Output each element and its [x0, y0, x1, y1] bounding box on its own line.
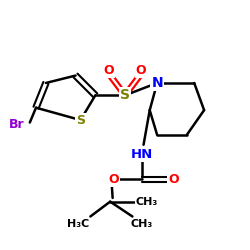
- Text: CH₃: CH₃: [131, 219, 153, 229]
- Text: O: O: [108, 173, 119, 186]
- Text: H₃C: H₃C: [68, 219, 90, 229]
- Text: CH₃: CH₃: [136, 197, 158, 207]
- Text: O: O: [104, 64, 114, 77]
- Text: S: S: [76, 114, 85, 126]
- Text: HN: HN: [131, 148, 154, 161]
- Text: N: N: [151, 76, 163, 90]
- Text: O: O: [136, 64, 146, 77]
- Text: Br: Br: [8, 118, 24, 132]
- Text: O: O: [168, 173, 178, 186]
- Text: S: S: [120, 88, 130, 102]
